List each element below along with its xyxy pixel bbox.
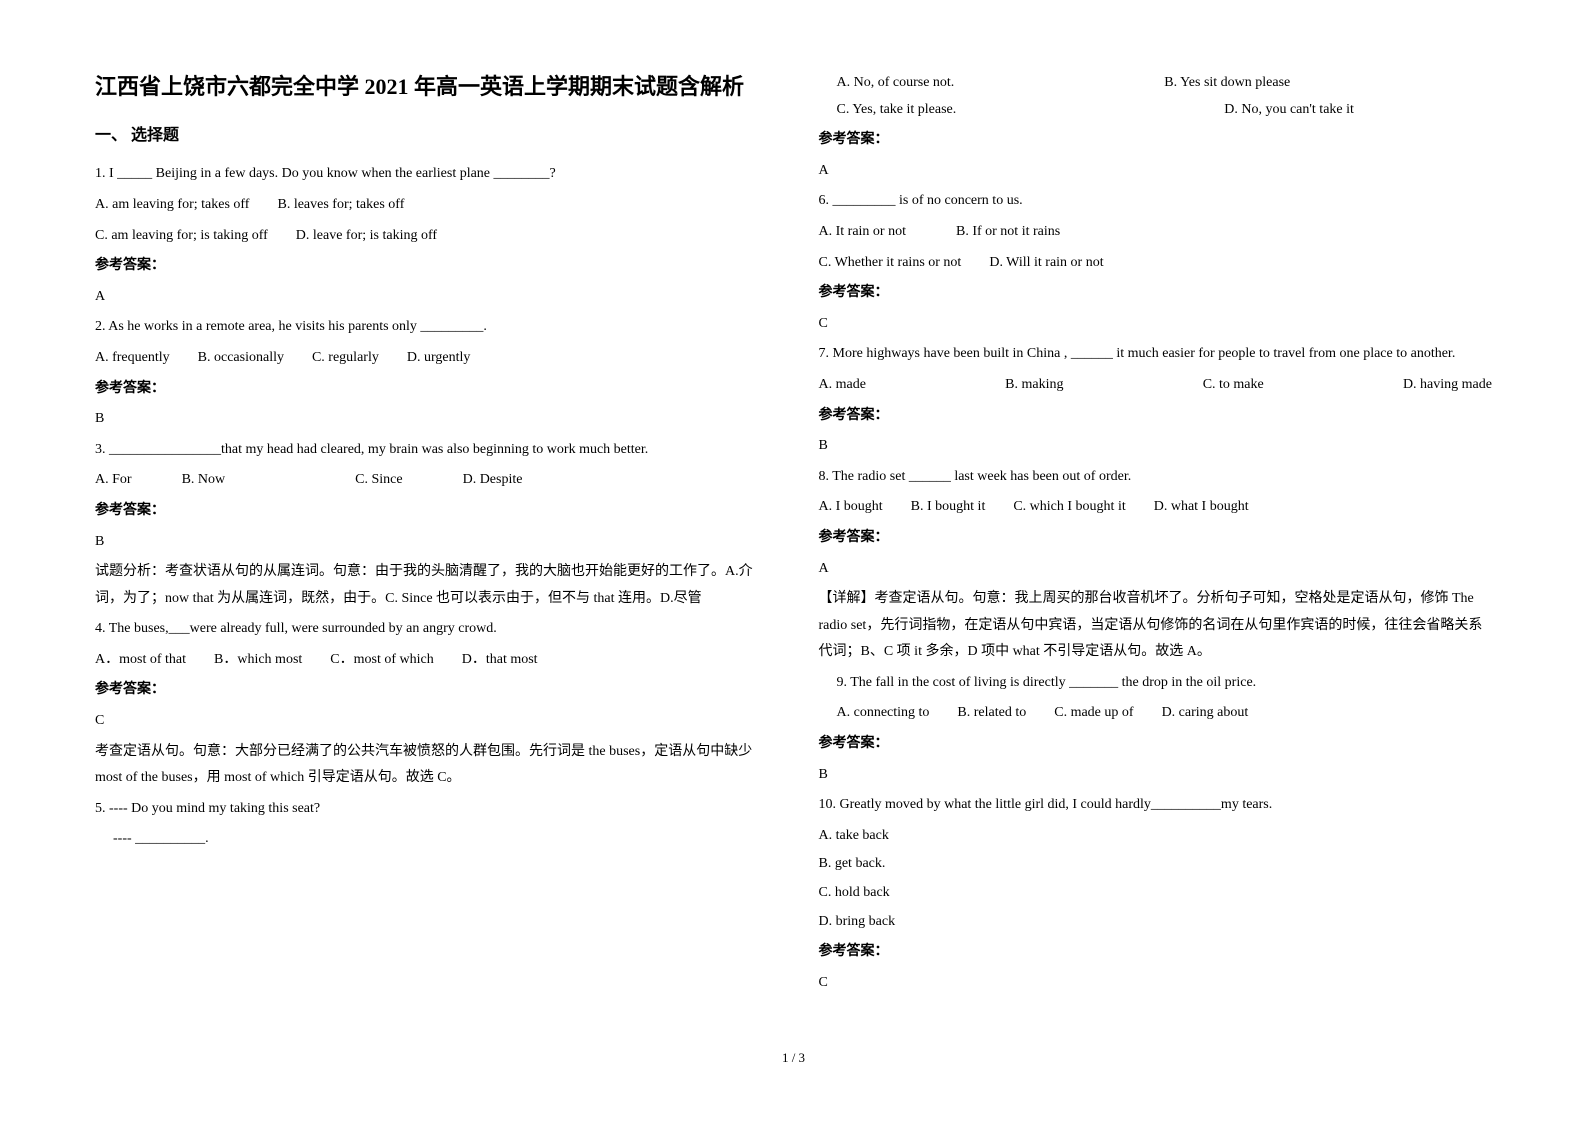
q3-analysis: 试题分析：考查状语从句的从属连词。句意：由于我的头脑清醒了，我的大脑也开始能更好… (95, 559, 769, 612)
q10-b: B. get back. (819, 851, 1493, 878)
q8-analysis: 【详解】考查定语从句。句意：我上周买的那台收音机坏了。分析句子可知，空格处是定语… (819, 586, 1493, 666)
q7-b: B. making (1005, 372, 1063, 399)
q8-b: B. I bought it (911, 494, 986, 521)
q5-d: D. No, you can't take it (1164, 97, 1492, 124)
q6-ans: C (819, 311, 1493, 338)
q8-c: C. which I bought it (1013, 494, 1125, 521)
q6-c: C. Whether it rains or not (819, 250, 962, 277)
q9-b: B. related to (957, 700, 1026, 727)
answer-label: 参考答案： (95, 677, 769, 704)
page-number: 1 / 3 (95, 1050, 1492, 1066)
section-heading: 一、 选择题 (95, 121, 769, 151)
q1-c: C. am leaving for; is taking off (95, 223, 268, 250)
answer-label: 参考答案： (95, 376, 769, 403)
q5-b: B. Yes sit down please (1164, 70, 1492, 97)
q5-stem: 5. ---- Do you mind my taking this seat? (95, 796, 769, 823)
q2-d: D. urgently (407, 345, 471, 372)
q2-ans: B (95, 406, 769, 433)
q2-stem: 2. As he works in a remote area, he visi… (95, 314, 769, 341)
q1-b: B. leaves for; takes off (277, 192, 404, 219)
q6-stem: 6. _________ is of no concern to us. (819, 188, 1493, 215)
q5-a: A. No, of course not. (837, 70, 1165, 97)
q9-ans: B (819, 762, 1493, 789)
answer-label: 参考答案： (95, 253, 769, 280)
q1-a: A. am leaving for; takes off (95, 192, 249, 219)
q10-a: A. take back (819, 823, 1493, 850)
q3-d: D. Despite (463, 467, 523, 494)
q9-a: A. connecting to (837, 700, 930, 727)
q8-a: A. I bought (819, 494, 883, 521)
q2-a: A. frequently (95, 345, 170, 372)
q10-stem: 10. Greatly moved by what the little gir… (819, 792, 1493, 819)
page-title: 江西省上饶市六都完全中学 2021 年高一英语上学期期末试题含解析 (95, 70, 769, 103)
q1-d: D. leave for; is taking off (296, 223, 437, 250)
q4-d: D．that most (462, 647, 538, 674)
q2-b: B. occasionally (198, 345, 284, 372)
q7-c: C. to make (1203, 372, 1264, 399)
q4-ans: C (95, 708, 769, 735)
q3-ans: B (95, 529, 769, 556)
q1-ans: A (95, 284, 769, 311)
q7-d: D. having made (1403, 372, 1492, 399)
q10-d: D. bring back (819, 909, 1493, 936)
q4-b: B．which most (214, 647, 302, 674)
q5-c: C. Yes, take it please. (837, 97, 1165, 124)
q8-ans: A (819, 556, 1493, 583)
q5-ans: A (819, 158, 1493, 185)
q9-d: D. caring about (1162, 700, 1249, 727)
answer-label: 参考答案： (819, 525, 1493, 552)
q3-b: B. Now (182, 467, 226, 494)
q7-stem: 7. More highways have been built in Chin… (819, 341, 1493, 368)
q10-c: C. hold back (819, 880, 1493, 907)
q5-stem2: ---- __________. (95, 826, 769, 853)
q1-stem: 1. I _____ Beijing in a few days. Do you… (95, 161, 769, 188)
q8-d: D. what I bought (1154, 494, 1249, 521)
q10-ans: C (819, 970, 1493, 997)
answer-label: 参考答案： (819, 939, 1493, 966)
q6-b: B. If or not it rains (956, 219, 1060, 246)
q4-stem: 4. The buses,___were already full, were … (95, 616, 769, 643)
q4-analysis: 考查定语从句。句意：大部分已经满了的公共汽车被愤怒的人群包围。先行词是 the … (95, 739, 769, 792)
q7-a: A. made (819, 372, 866, 399)
answer-label: 参考答案： (819, 280, 1493, 307)
q6-d: D. Will it rain or not (989, 250, 1103, 277)
q4-a: A．most of that (95, 647, 186, 674)
q8-stem: 8. The radio set ______ last week has be… (819, 464, 1493, 491)
answer-label: 参考答案： (819, 127, 1493, 154)
q3-stem: 3. ________________that my head had clea… (95, 437, 769, 464)
q3-c: C. Since (355, 467, 402, 494)
q7-ans: B (819, 433, 1493, 460)
q9-c: C. made up of (1054, 700, 1133, 727)
q2-c: C. regularly (312, 345, 379, 372)
answer-label: 参考答案： (819, 403, 1493, 430)
q9-stem: 9. The fall in the cost of living is dir… (819, 670, 1493, 697)
q6-a: A. It rain or not (819, 219, 906, 246)
q3-a: A. For (95, 467, 132, 494)
answer-label: 参考答案： (95, 498, 769, 525)
q4-c: C．most of which (330, 647, 433, 674)
answer-label: 参考答案： (819, 731, 1493, 758)
